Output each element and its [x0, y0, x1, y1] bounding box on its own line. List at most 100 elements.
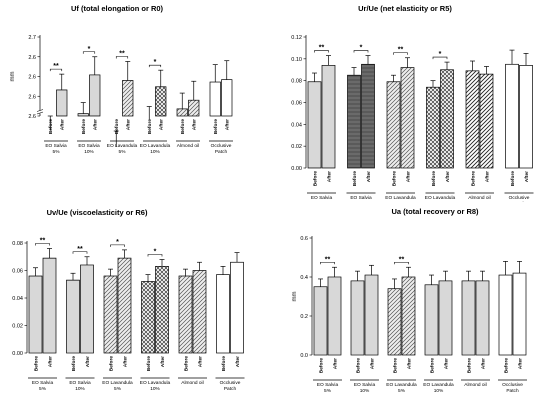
label-before: Before	[81, 119, 87, 135]
group-label: 5%	[324, 388, 332, 394]
group-label: Patch	[215, 149, 228, 155]
label-after: After	[445, 171, 451, 182]
group-label: 5%	[119, 149, 127, 155]
bar-before	[498, 274, 513, 356]
group-label: 10%	[150, 149, 160, 155]
y-tick-label: 0.00	[291, 166, 302, 172]
bar-after	[155, 86, 167, 117]
label-before: Before	[429, 358, 435, 374]
label-before: Before	[183, 356, 189, 372]
group-label: EO Lavandula	[385, 195, 416, 201]
chart-uv-ue-svg: Uv/Ue (viscoelasticity or R6) 0.00 0.02 0.0…	[12, 208, 245, 392]
y-tick-label: 0.02	[12, 324, 23, 330]
group-label: EO Salvia	[78, 143, 100, 149]
bar-before	[141, 281, 155, 354]
label-after: After	[159, 119, 165, 130]
group-label: 10%	[360, 388, 370, 394]
significance-marker: **	[325, 256, 331, 263]
label-after: After	[484, 171, 490, 182]
label-after: After	[332, 358, 338, 369]
y-tick-label: 0.10	[291, 57, 302, 63]
label-before: Before	[392, 358, 398, 374]
y-tick-label: 2.6	[28, 75, 36, 81]
group-label: Almond oil	[177, 143, 199, 149]
label-after: After	[60, 119, 66, 130]
bar-after	[155, 266, 169, 354]
y-tick-label: 0.04	[291, 122, 302, 128]
bar-before	[209, 81, 221, 117]
bar-after	[438, 280, 453, 356]
group-label: EO Salvia	[354, 382, 376, 388]
significance-bracket	[49, 68, 63, 72]
group-label: Almond oil	[468, 195, 490, 201]
significance-bracket	[353, 50, 369, 53]
group-label: 10%	[434, 388, 444, 394]
label-before: Before	[114, 119, 120, 135]
bar-after	[519, 65, 533, 169]
label-after: After	[517, 358, 523, 369]
y-tick-label: 0.04	[12, 296, 23, 302]
significance-marker: *	[154, 249, 157, 256]
significance-bracket	[314, 50, 329, 53]
label-after: After	[160, 356, 166, 367]
chart-uf-total-elongation: Uf (total elongation or R0) 2.6 2.6 2.6 2.6 2…	[0, 0, 275, 202]
group-label: EO Salvia	[69, 380, 91, 386]
group-label: 10%	[435, 201, 445, 202]
significance-marker: *	[439, 51, 442, 58]
label-before: Before	[466, 358, 472, 374]
label-after: After	[443, 358, 449, 369]
significance-marker: **	[77, 246, 83, 253]
chart-title: Ua (total recovery or R8)	[391, 207, 479, 216]
group-label: Almond oil	[464, 382, 486, 388]
group-label: EO Lavandula	[140, 143, 171, 149]
bar-after	[80, 264, 94, 354]
group-label: Occlusive	[211, 143, 232, 149]
group-label: EO Salvia	[32, 380, 54, 386]
label-after: After	[122, 356, 128, 367]
chart-title: Ur/Ue (net elasticity or R5)	[358, 4, 452, 13]
group-label: Patch	[506, 388, 519, 394]
y-axis-label: mm	[292, 292, 298, 302]
axis-break-mark	[36, 109, 44, 115]
group-label: 5%	[114, 386, 122, 392]
chart-ua-total-recovery: Ua (total recovery or R8) 0.0 0.2 0.4 0.6 mm B…	[275, 202, 550, 404]
bar-before	[386, 81, 401, 169]
significance-bracket	[82, 51, 96, 54]
bar-after	[192, 270, 207, 354]
bar-before	[176, 108, 188, 117]
y-tick-label: 2.6	[28, 55, 36, 61]
significance-bracket	[393, 52, 408, 55]
y-tick-label: 0.2	[300, 314, 308, 320]
label-after: After	[126, 119, 132, 130]
bar-group: Before After Almond oil	[465, 60, 494, 201]
significance-marker: *	[116, 239, 119, 246]
significance-marker: *	[360, 45, 363, 52]
label-after: After	[85, 356, 91, 367]
significance-marker: *	[88, 46, 91, 53]
significance-bracket	[432, 56, 448, 60]
group-label: EO Lavandula	[425, 195, 456, 201]
group-label: EO Salvia	[317, 382, 339, 388]
chart-uf-svg: Uf (total elongation or R0) 2.6 2.6 2.6 2.6 2…	[10, 4, 233, 155]
significance-marker: **	[319, 45, 325, 52]
bar-after	[56, 89, 68, 117]
label-before: Before	[312, 171, 318, 187]
bar-before	[66, 279, 80, 354]
bar-after	[89, 74, 101, 117]
group-label: 5%	[397, 201, 405, 202]
label-before: Before	[355, 358, 361, 374]
label-after: After	[406, 358, 412, 369]
label-after: After	[480, 358, 486, 369]
label-before: Before	[213, 119, 219, 135]
group-label: EO Salvia	[45, 143, 67, 149]
